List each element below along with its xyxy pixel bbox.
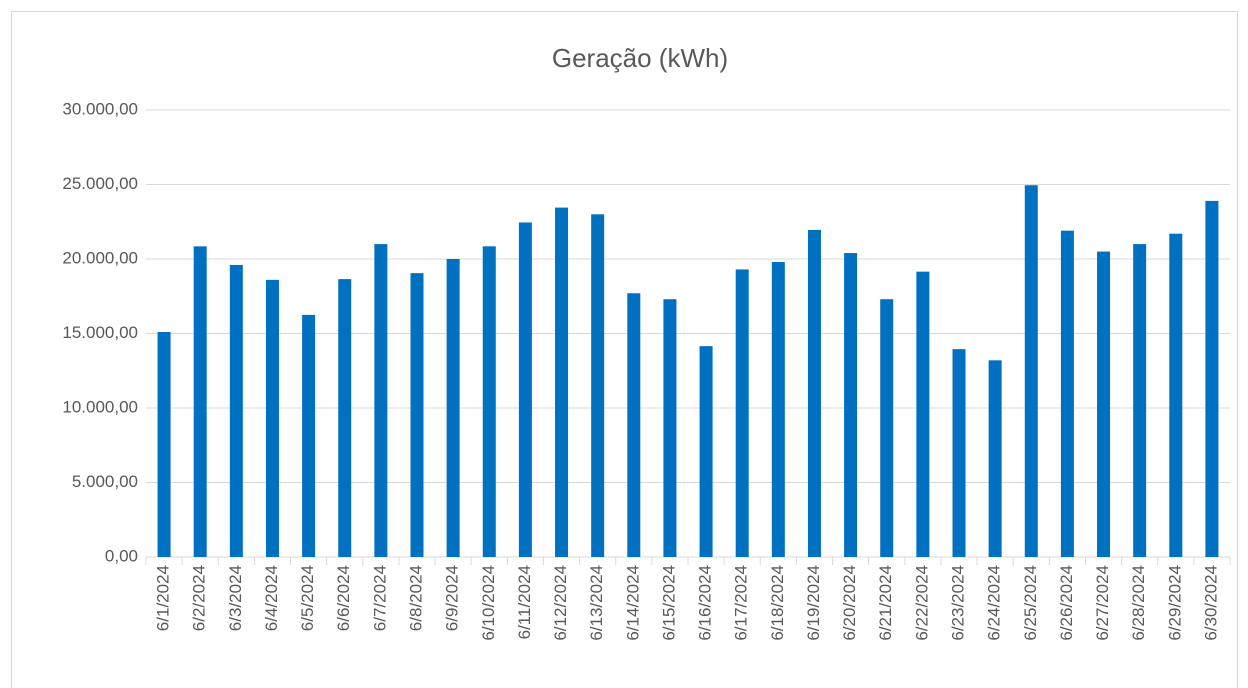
bar xyxy=(338,279,352,557)
x-tick-label: 6/7/2024 xyxy=(370,565,389,631)
x-tick-label: 6/1/2024 xyxy=(154,565,173,631)
bar xyxy=(735,269,749,557)
chart-title: Geração (kWh) xyxy=(552,43,728,73)
y-tick-label: 25.000,00 xyxy=(62,174,138,193)
x-tick-label: 6/30/2024 xyxy=(1201,565,1220,641)
bar xyxy=(446,259,460,557)
x-tick-label: 6/17/2024 xyxy=(732,565,751,641)
x-tick-label: 6/10/2024 xyxy=(479,565,498,641)
bar xyxy=(1133,244,1147,557)
x-tick-label: 6/21/2024 xyxy=(876,565,895,641)
y-tick-label: 15.000,00 xyxy=(62,323,138,342)
bar xyxy=(229,264,243,557)
y-tick-label: 10.000,00 xyxy=(62,397,138,416)
bar xyxy=(627,293,641,557)
bar xyxy=(988,360,1002,557)
x-tick-label: 6/12/2024 xyxy=(551,565,570,641)
bar xyxy=(1169,233,1183,558)
y-tick-label: 20.000,00 xyxy=(62,248,138,267)
bar xyxy=(265,279,279,557)
y-tick-label: 5.000,00 xyxy=(72,472,138,491)
bar xyxy=(807,229,821,557)
bar xyxy=(952,349,966,557)
x-tick-label: 6/19/2024 xyxy=(804,565,823,641)
x-tick-label: 6/15/2024 xyxy=(659,565,678,641)
x-tick-label: 6/3/2024 xyxy=(226,565,245,631)
bar xyxy=(916,271,930,557)
x-tick-label: 6/8/2024 xyxy=(406,565,425,631)
y-tick-label: 30.000,00 xyxy=(62,99,138,118)
bar xyxy=(193,246,207,557)
bar xyxy=(482,246,496,557)
x-tick-label: 6/2/2024 xyxy=(190,565,209,631)
x-tick-label: 6/27/2024 xyxy=(1093,565,1112,641)
x-tick-label: 6/11/2024 xyxy=(515,565,534,639)
bar xyxy=(1060,230,1074,557)
x-tick-label: 6/16/2024 xyxy=(696,565,715,641)
bar xyxy=(699,346,713,557)
x-tick-label: 6/26/2024 xyxy=(1057,565,1076,641)
bar xyxy=(555,207,569,557)
x-tick-label: 6/24/2024 xyxy=(985,565,1004,641)
bar xyxy=(518,222,532,557)
bar xyxy=(771,261,785,557)
bar xyxy=(880,299,894,557)
x-tick-label: 6/29/2024 xyxy=(1165,565,1184,641)
bar xyxy=(1024,185,1038,557)
x-tick-label: 6/28/2024 xyxy=(1129,565,1148,641)
bar xyxy=(410,273,424,557)
bar xyxy=(374,244,388,557)
x-tick-label: 6/23/2024 xyxy=(948,565,967,641)
x-tick-label: 6/18/2024 xyxy=(768,565,787,641)
bar xyxy=(591,214,605,558)
x-tick-label: 6/9/2024 xyxy=(443,565,462,631)
bar xyxy=(302,314,316,557)
bar xyxy=(1097,251,1111,558)
x-tick-label: 6/13/2024 xyxy=(587,565,606,641)
bar xyxy=(1205,200,1219,557)
x-tick-label: 6/25/2024 xyxy=(1021,565,1040,641)
bar xyxy=(663,299,677,557)
x-tick-label: 6/4/2024 xyxy=(262,565,281,631)
x-tick-label: 6/22/2024 xyxy=(912,565,931,641)
x-tick-label: 6/20/2024 xyxy=(840,565,859,641)
x-tick-label: 6/6/2024 xyxy=(334,565,353,631)
bar xyxy=(844,253,858,558)
y-tick-label: 0,00 xyxy=(105,546,138,565)
x-tick-label: 6/5/2024 xyxy=(298,565,317,631)
bar xyxy=(157,332,171,557)
x-tick-label: 6/14/2024 xyxy=(623,565,642,641)
